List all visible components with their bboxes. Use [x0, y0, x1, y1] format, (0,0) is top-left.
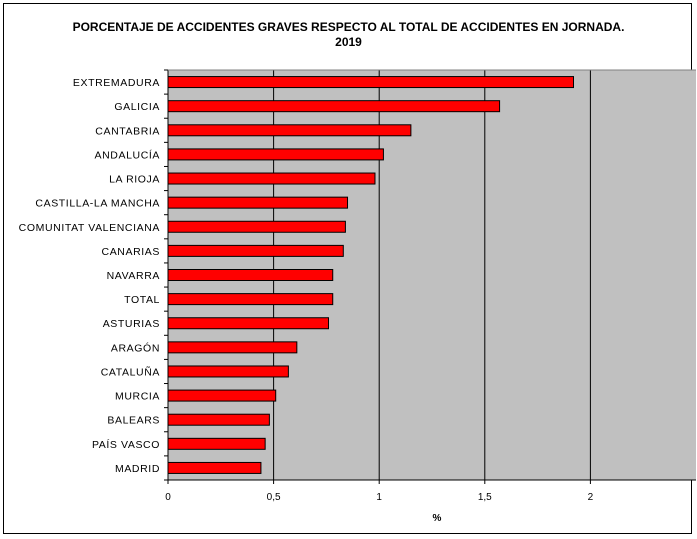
bar: [167, 196, 349, 209]
category-label: PAÍS VASCO: [92, 438, 160, 451]
category-label: ASTURIAS: [103, 318, 160, 330]
category-label: EXTREMADURA: [73, 77, 160, 89]
bar: [167, 413, 270, 426]
tick-labels: 0 0,5 1 1,5 2: [165, 492, 593, 503]
bar: [167, 148, 384, 161]
bars: [167, 76, 575, 474]
category-label: GALICIA: [114, 101, 160, 113]
bar: [167, 172, 376, 185]
category-labels: EXTREMADURA GALICIA CANTABRIA ANDALUCÍA LA R…: [19, 77, 160, 475]
x-tick-label: 0: [165, 492, 171, 503]
x-tick-label: 2: [588, 492, 594, 503]
bar: [167, 317, 330, 330]
category-label: LA RIOJA: [109, 174, 160, 186]
category-label: CATALUÑA: [101, 365, 160, 378]
bar: [167, 100, 501, 113]
bar: [167, 461, 262, 474]
category-label: NAVARRA: [107, 270, 160, 282]
bar: [167, 76, 575, 89]
bar: [167, 293, 334, 306]
x-tick-label: 1: [376, 492, 382, 503]
bar: [167, 269, 334, 281]
bar: [167, 244, 344, 257]
category-label: CASTILLA-LA MANCHA: [35, 198, 160, 210]
axes: [164, 69, 696, 484]
category-label: ANDALUCÍA: [95, 148, 161, 161]
category-label: MADRID: [115, 463, 160, 475]
chart-title: PORCENTAJE DE ACCIDENTES GRAVES RESPECTO…: [72, 20, 625, 34]
category-label: TOTAL: [124, 294, 160, 306]
category-label: CANARIAS: [102, 246, 160, 258]
bar: [167, 341, 298, 354]
category-label: MURCIA: [115, 391, 160, 403]
bar: [167, 389, 277, 402]
bar: [167, 220, 346, 233]
x-tick-label: 0,5: [267, 492, 281, 503]
chart-subtitle: 2019: [335, 35, 362, 49]
bar: [167, 124, 412, 137]
x-axis-label: %: [433, 513, 442, 524]
category-label: ARAGÓN: [111, 341, 160, 354]
category-label: CANTABRIA: [95, 125, 160, 137]
bar: [167, 437, 266, 450]
bar: [167, 365, 289, 378]
category-label: BALEARS: [107, 415, 160, 427]
x-tick-label: 1,5: [478, 492, 492, 503]
category-label: COMUNITAT VALENCIANA: [19, 222, 160, 234]
